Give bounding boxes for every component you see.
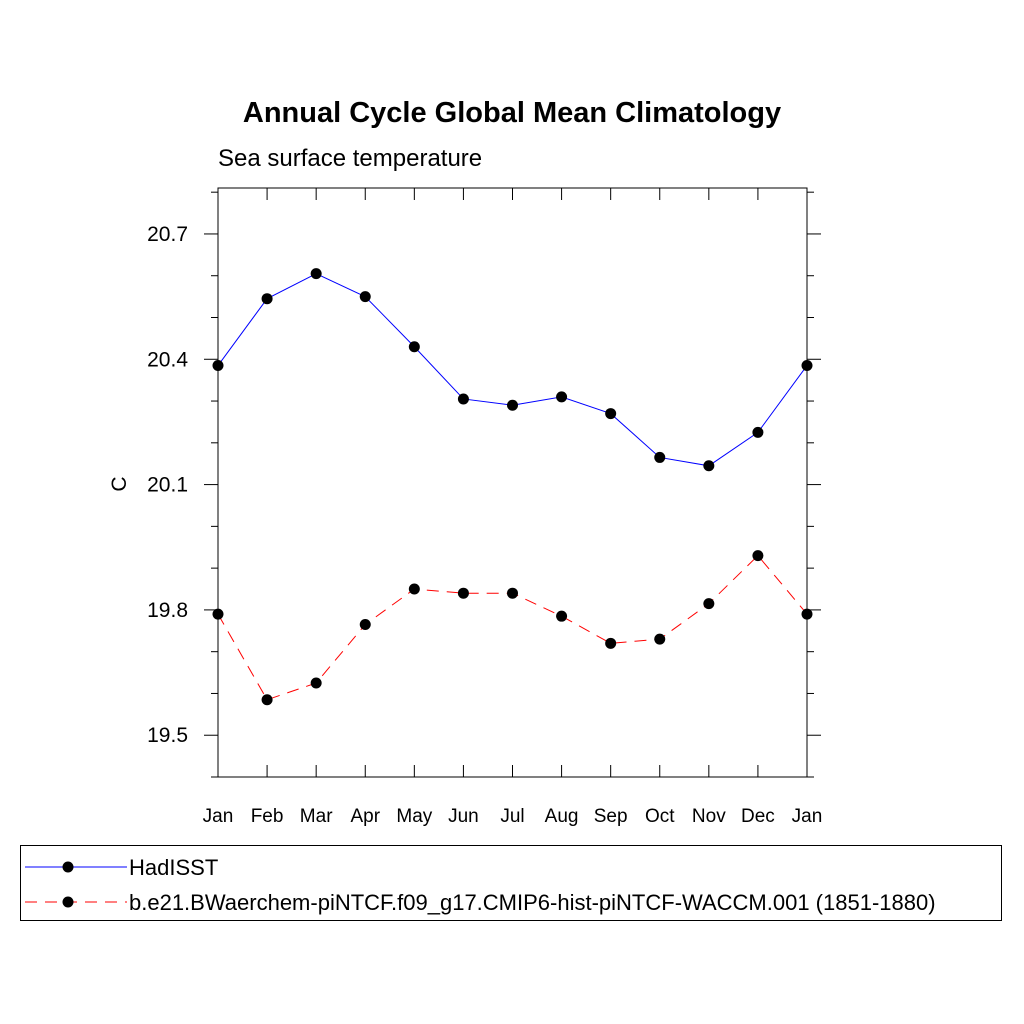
data-point	[801, 360, 813, 372]
data-point	[556, 391, 568, 403]
x-tick-label: Jul	[500, 806, 524, 827]
data-point	[261, 293, 273, 305]
chart-title: Annual Cycle Global Mean Climatology	[243, 97, 781, 129]
x-tick-label: Oct	[645, 806, 675, 827]
series-layer	[212, 268, 813, 706]
legend-item-hadisst: HadISST	[21, 850, 1001, 884]
y-axis-label: C	[108, 476, 131, 491]
data-point	[752, 550, 764, 562]
legend-item-model: b.e21.BWaerchem-piNTCF.f09_g17.CMIP6-his…	[21, 885, 1001, 919]
x-tick-label: Jun	[448, 806, 479, 827]
x-tick-label: Feb	[251, 806, 284, 827]
y-tick-label: 20.1	[147, 474, 188, 497]
y-tick-label: 19.5	[147, 724, 188, 747]
data-point	[359, 619, 371, 631]
data-point	[605, 408, 617, 420]
legend-swatch-solid-blue	[25, 861, 127, 873]
data-point	[408, 583, 420, 595]
data-point	[457, 587, 469, 599]
data-point	[310, 268, 322, 280]
x-tick-label: Jan	[792, 806, 823, 827]
data-point	[310, 677, 322, 689]
x-tick-label: Mar	[300, 806, 333, 827]
x-tick-label: Dec	[741, 806, 775, 827]
data-point	[801, 608, 813, 620]
x-tick-label: Jan	[203, 806, 234, 827]
data-point	[212, 608, 224, 620]
data-point	[654, 633, 666, 645]
legend-label-model: b.e21.BWaerchem-piNTCF.f09_g17.CMIP6-his…	[129, 890, 936, 915]
x-tick-label: May	[396, 806, 432, 827]
series-line-1	[217, 554, 808, 701]
x-tick-label: Nov	[692, 806, 726, 827]
x-tick-label: Aug	[545, 806, 579, 827]
series-line-0	[217, 273, 808, 467]
axis-ticks: Jan Feb Mar Apr May Jun Jul Aug Sep Oct Nov Dec Jan 1…	[147, 188, 822, 827]
legend: HadISST b.e21.BWaerchem-piNTCF.f09_g17.C…	[20, 845, 1002, 921]
data-point	[752, 426, 764, 438]
data-point	[556, 610, 568, 622]
data-point	[359, 291, 371, 303]
plot-frame	[217, 187, 808, 778]
data-point	[654, 451, 666, 463]
data-point	[261, 694, 273, 706]
data-point	[703, 460, 715, 472]
legend-swatch-dashed-red	[25, 896, 127, 908]
legend-label-hadisst: HadISST	[129, 855, 219, 880]
chart-subtitle: Sea surface temperature	[218, 145, 482, 172]
data-point	[605, 637, 617, 649]
data-point	[507, 399, 518, 411]
x-tick-label: Sep	[594, 806, 628, 827]
y-tick-label: 19.8	[147, 599, 188, 622]
data-point	[457, 393, 469, 405]
data-point	[212, 360, 224, 372]
y-tick-label: 20.4	[147, 348, 188, 371]
data-point	[507, 587, 518, 599]
data-point	[408, 341, 420, 353]
y-tick-label: 20.7	[147, 223, 188, 246]
data-point	[703, 598, 715, 610]
x-tick-label: Apr	[350, 806, 380, 827]
